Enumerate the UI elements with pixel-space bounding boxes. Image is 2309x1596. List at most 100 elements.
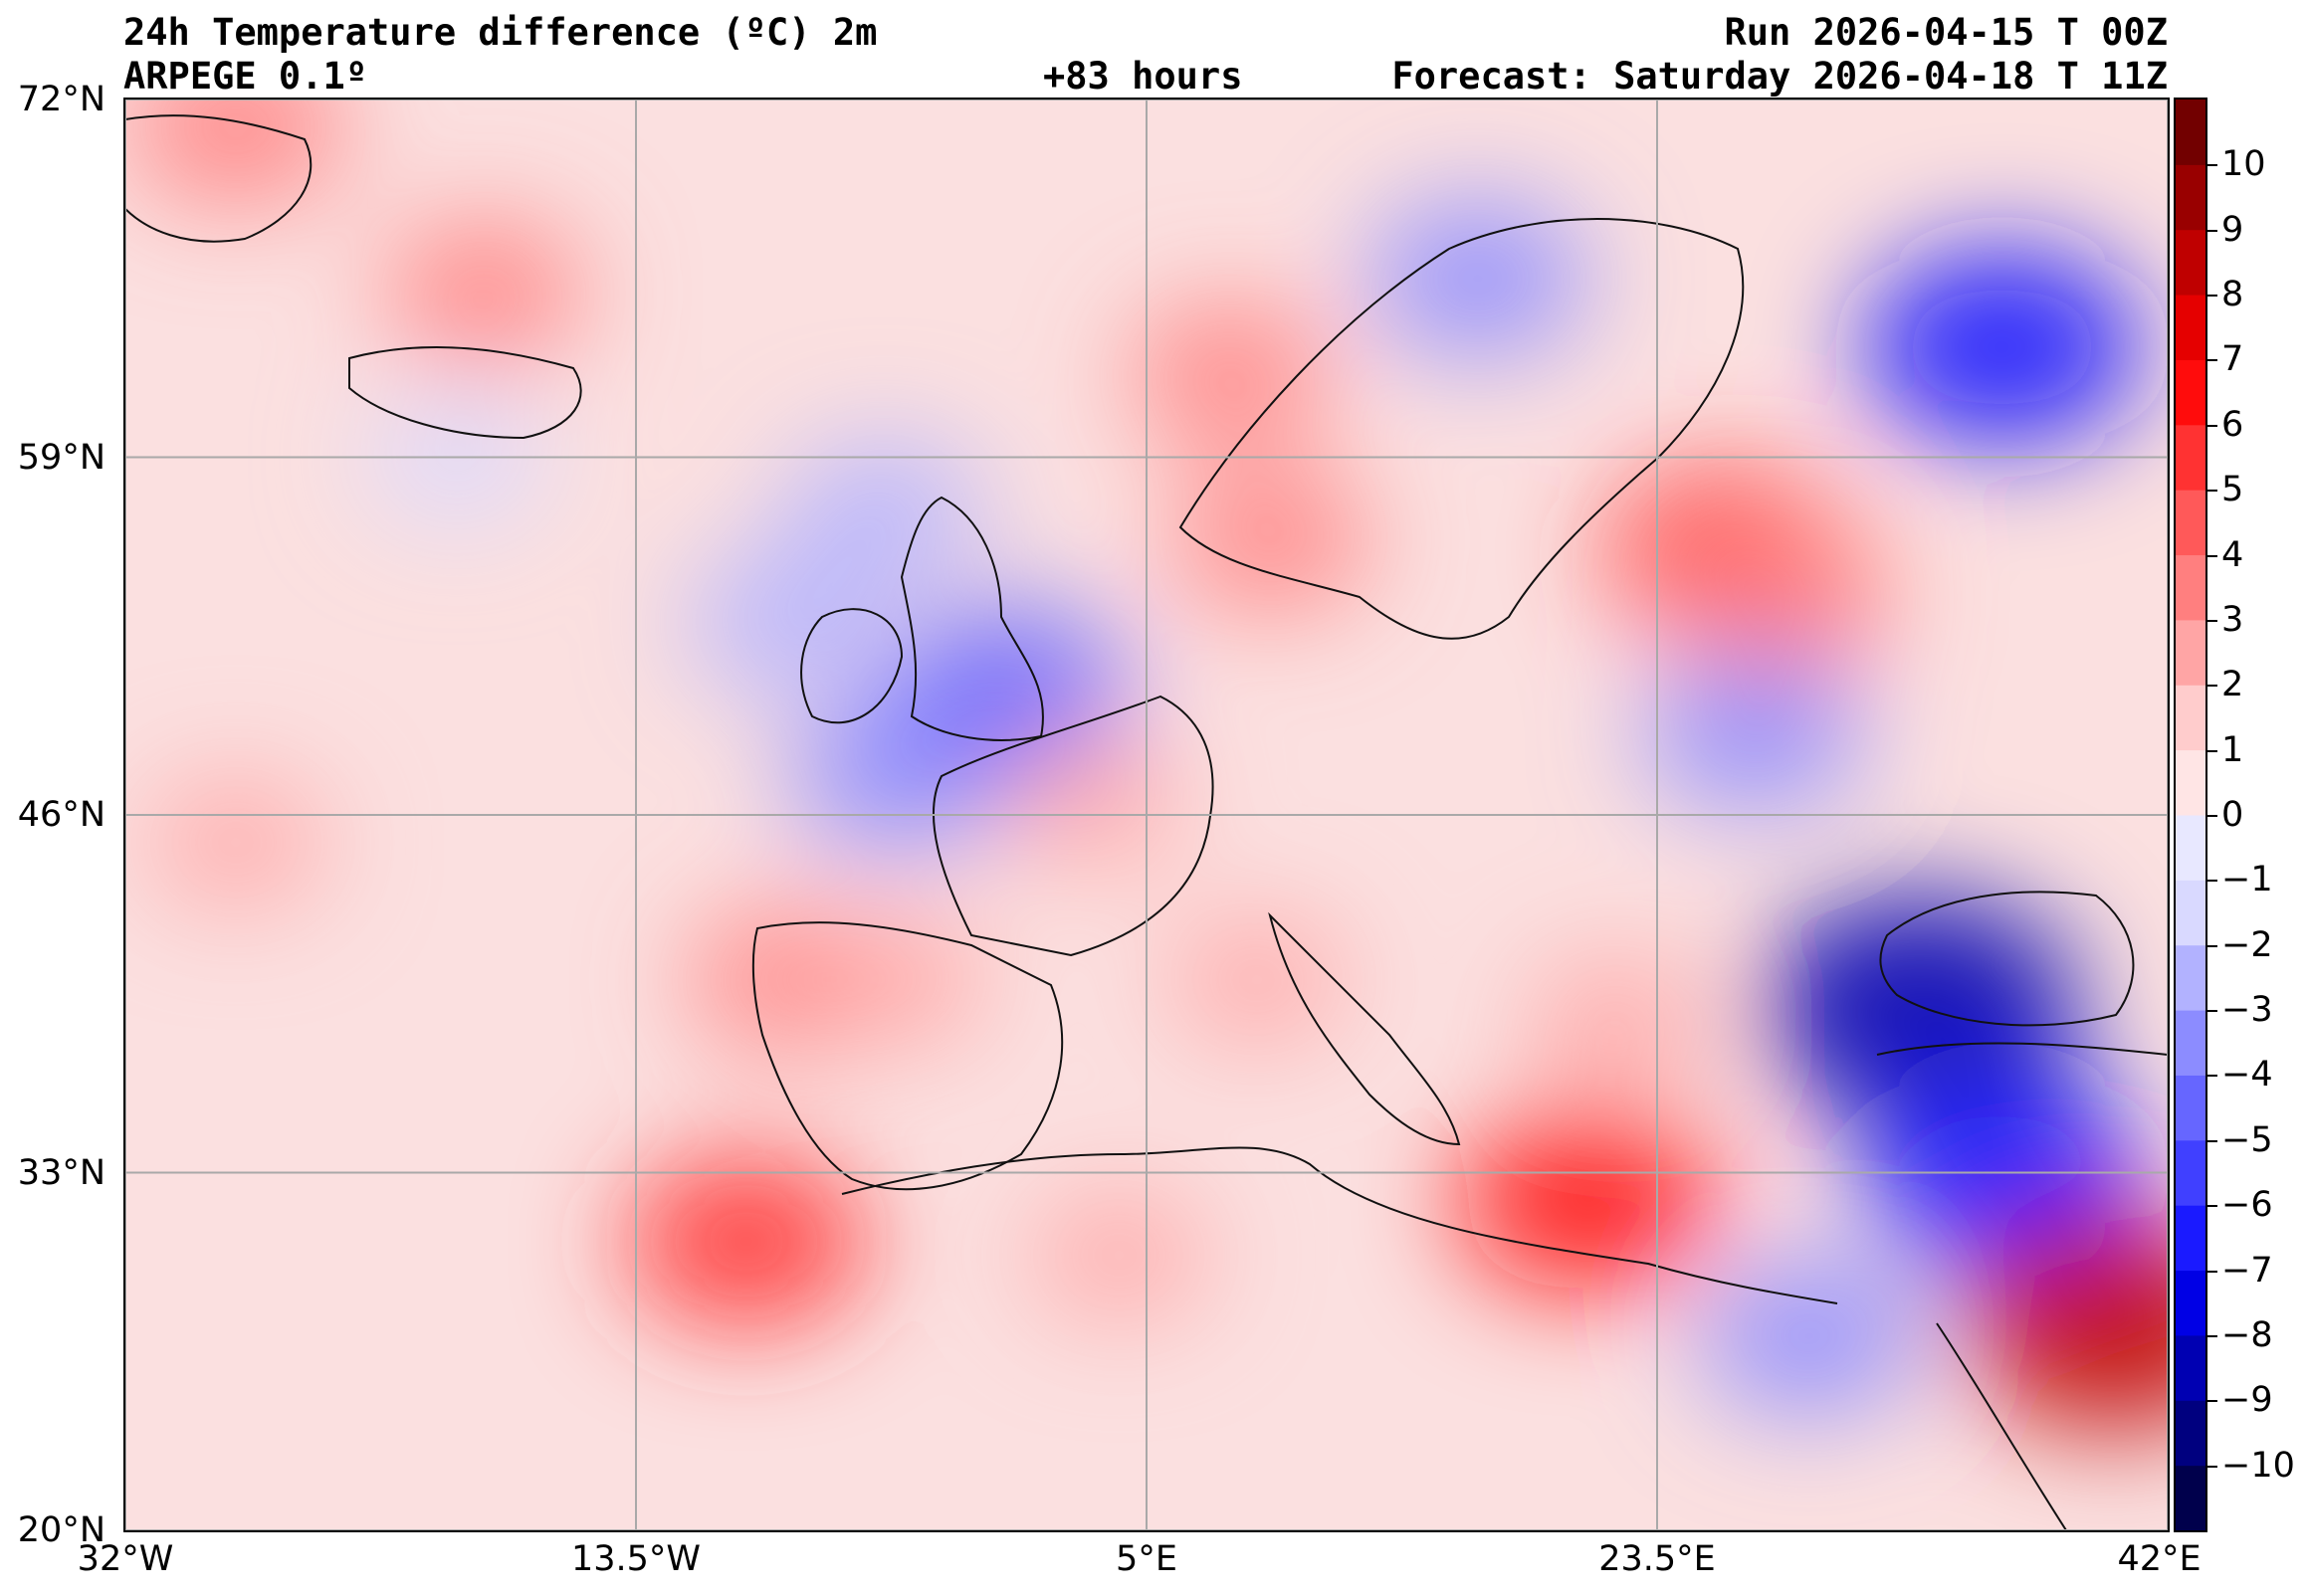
- map-title: 24h Temperature difference (ºC) 2m: [123, 11, 878, 54]
- colorbar-tick-label: −4: [2221, 1055, 2273, 1096]
- colorbar-band: [2176, 1334, 2205, 1401]
- colorbar-band: [2176, 619, 2205, 686]
- iberia-coastline: [751, 921, 1064, 1191]
- anomaly-turkey-cold: [1760, 895, 2079, 1120]
- latitude-tick-label: 46°N: [17, 795, 105, 835]
- longitude-tick-label: 13.5°W: [570, 1539, 702, 1579]
- anomaly-northwest-russia-cool: [1862, 248, 2142, 446]
- anomaly-denmark-warm: [1170, 469, 1370, 611]
- colorbar-band: [2176, 1465, 2205, 1530]
- colorbar-tick-mark: [2207, 815, 2217, 817]
- colorbar-tick-label: 4: [2221, 534, 2244, 575]
- colorbar-tick-mark: [2207, 1139, 2217, 1142]
- colorbar-band: [2176, 749, 2205, 816]
- anomaly-greenland-warm: [125, 100, 345, 205]
- anomaly-algeria-warm: [1029, 1191, 1209, 1319]
- colorbar: [2174, 98, 2207, 1532]
- anomaly-greece-warm: [1526, 957, 1706, 1086]
- colorbar-scale: [2176, 100, 2205, 1530]
- anomaly-spain-warm: [808, 915, 988, 1044]
- anomaly-arabia-warm: [1963, 1218, 2168, 1430]
- anomaly-belarus-warm: [1671, 516, 1891, 673]
- model-label: ARPEGE 0.1º: [123, 55, 368, 98]
- colorbar-band: [2176, 1205, 2205, 1272]
- scandinavia-coastline: [1178, 218, 1745, 640]
- italy-coastline: [1268, 911, 1461, 1146]
- colorbar-tick-mark: [2207, 1075, 2217, 1078]
- colorbar-band: [2176, 490, 2205, 556]
- anomaly-morocco-coast-warm: [626, 1156, 866, 1326]
- colorbar-tick-mark: [2207, 619, 2217, 622]
- latitude-tick-label: 72°N: [17, 80, 105, 119]
- colorbar-tick-label: 0: [2221, 795, 2244, 835]
- map-panel: [123, 98, 2170, 1532]
- red-sea-coastline: [1936, 1322, 2067, 1530]
- colorbar-tick-label: −6: [2221, 1185, 2273, 1226]
- colorbar-tick-mark: [2207, 685, 2217, 688]
- colorbar-tick-mark: [2207, 490, 2217, 493]
- colorbar-band: [2176, 295, 2205, 360]
- colorbar-tick-label: −5: [2221, 1119, 2273, 1160]
- colorbar-tick-label: 9: [2221, 209, 2244, 250]
- colorbar-tick-mark: [2207, 359, 2217, 362]
- longitude-tick-label: 32°W: [77, 1539, 174, 1579]
- temperature-difference-map: [125, 100, 2168, 1530]
- colorbar-tick-label: −9: [2221, 1380, 2273, 1421]
- colorbar-tick-label: −10: [2221, 1445, 2295, 1486]
- anomaly-libya-coast-warm: [1458, 1108, 1718, 1293]
- colorbar-tick-mark: [2207, 944, 2217, 947]
- colorbar-tick-label: 7: [2221, 339, 2244, 380]
- colorbar-tick-mark: [2207, 164, 2217, 167]
- latitude-tick-label: 20°N: [17, 1510, 105, 1550]
- lead-time-label: +83 hours: [1043, 55, 1243, 98]
- colorbar-band: [2176, 944, 2205, 1011]
- colorbar-tick-label: −2: [2221, 924, 2273, 965]
- colorbar-band: [2176, 1270, 2205, 1336]
- colorbar-tick-mark: [2207, 1400, 2217, 1403]
- anomaly-ukraine-cool: [1644, 655, 1864, 811]
- colorbar-band: [2176, 1010, 2205, 1076]
- colorbar-tick-label: 1: [2221, 729, 2244, 770]
- colorbar-tick-label: −3: [2221, 990, 2273, 1031]
- colorbar-tick-label: 6: [2221, 404, 2244, 445]
- colorbar-tick-mark: [2207, 229, 2217, 232]
- anomaly-sardinia-warm: [1166, 915, 1347, 1044]
- colorbar-tick-label: −7: [2221, 1250, 2273, 1291]
- ireland-coastline: [800, 608, 904, 724]
- anomaly-norway-coast-warm: [1130, 303, 1330, 446]
- colorbar-band: [2176, 1139, 2205, 1206]
- north-africa-coastline: [841, 1146, 1838, 1304]
- black-sea-coastline: [1879, 891, 2135, 1027]
- colorbar-tick-mark: [2207, 1205, 2217, 1208]
- anomaly-france-warm: [1001, 737, 1181, 866]
- colorbar-tick-mark: [2207, 295, 2217, 298]
- colorbar-band: [2176, 100, 2205, 165]
- anomaly-scotland-cool: [784, 441, 984, 583]
- colorbar-tick-mark: [2207, 880, 2217, 883]
- anomaly-atlantic-west-warm: [145, 778, 325, 906]
- colorbar-tick-mark: [2207, 424, 2217, 427]
- colorbar-band: [2176, 815, 2205, 881]
- iceland-coastline: [348, 346, 582, 440]
- colorbar-tick-mark: [2207, 1010, 2217, 1013]
- colorbar-band: [2176, 229, 2205, 296]
- colorbar-band: [2176, 424, 2205, 491]
- colorbar-tick-label: 5: [2221, 470, 2244, 510]
- colorbar-tick-label: 3: [2221, 599, 2244, 640]
- colorbar-band: [2176, 164, 2205, 231]
- longitude-tick-label: 23.5°E: [1598, 1539, 1716, 1579]
- greenland-coastline: [125, 114, 313, 243]
- colorbar-tick-mark: [2207, 554, 2217, 557]
- latitude-tick-label: 33°N: [17, 1152, 105, 1193]
- colorbar-tick-mark: [2207, 1334, 2217, 1337]
- colorbar-tick-mark: [2207, 1270, 2217, 1273]
- anomaly-egypt-cool: [1699, 1260, 1919, 1416]
- longitude-tick-label: 5°E: [1116, 1539, 1177, 1579]
- turkey-coastline: [1876, 1042, 2168, 1056]
- colorbar-tick-label: 2: [2221, 665, 2244, 705]
- colorbar-tick-mark: [2207, 749, 2217, 752]
- forecast-label: Forecast: Saturday 2026-04-18 T 11Z: [1391, 55, 2168, 98]
- colorbar-tick-label: −8: [2221, 1314, 2273, 1355]
- colorbar-band: [2176, 685, 2205, 751]
- run-label: Run 2026-04-15 T 00Z: [1724, 11, 2168, 54]
